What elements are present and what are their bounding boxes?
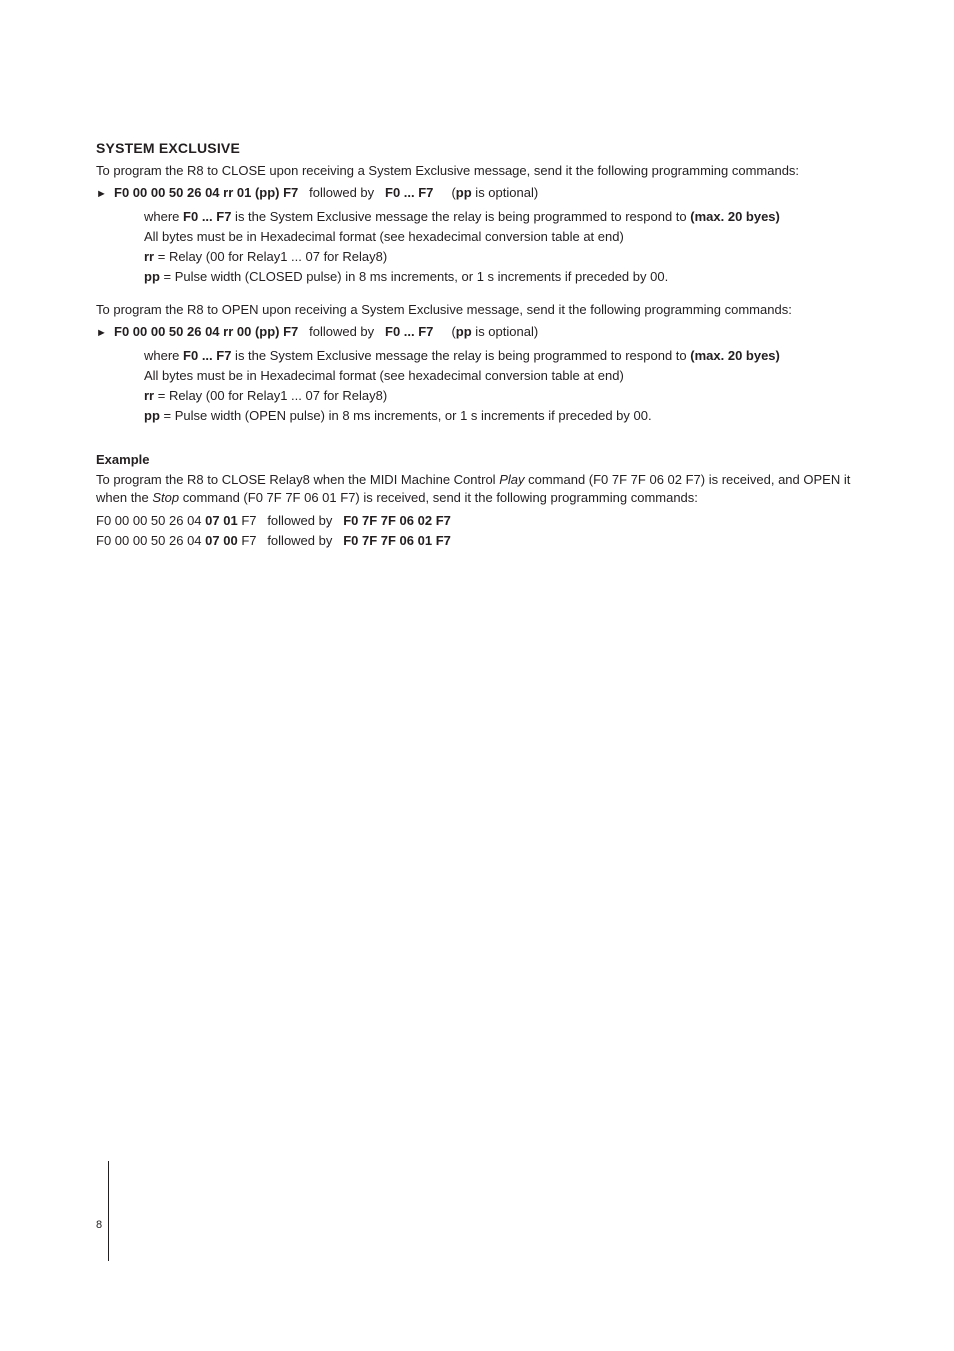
close-where-line: where F0 ... F7 is the System Exclusive …: [144, 207, 858, 227]
sysex-range: F0 ... F7: [385, 185, 433, 200]
close-cmd: F0 00 00 50 26 04 rr 01 (pp) F7: [114, 185, 298, 200]
bullet-marker-icon: ►: [96, 185, 114, 203]
open-intro: To program the R8 to OPEN upon receiving…: [96, 301, 858, 319]
opt-open: (: [433, 185, 455, 200]
max-bytes: (max. 20 byes): [690, 209, 780, 224]
rr-rest: = Relay (00 for Relay1 ... 07 for Relay8…: [154, 388, 387, 403]
ex2-bold2: F0 7F 7F 06 01 F7: [343, 533, 451, 548]
close-rr-line: rr = Relay (00 for Relay1 ... 07 for Rel…: [144, 247, 858, 267]
example-heading: Example: [96, 452, 858, 467]
pp-bold-close: pp: [144, 269, 160, 284]
opt-rest: is optional): [472, 185, 538, 200]
pp-bold: pp: [456, 185, 472, 200]
open-command-line: ►F0 00 00 50 26 04 rr 00 (pp) F7 followe…: [96, 323, 858, 342]
pp-text-open: = Pulse width (OPEN pulse) in 8 ms incre…: [160, 408, 652, 423]
example-line-2: F0 00 00 50 26 04 07 00 F7 followed by F…: [96, 531, 858, 551]
ex1-plain1: F0 00 00 50 26 04: [96, 513, 205, 528]
ex2-plain1: F0 00 00 50 26 04: [96, 533, 205, 548]
page-container: SYSTEM EXCLUSIVE To program the R8 to CL…: [0, 0, 954, 1351]
opt-rest: is optional): [472, 324, 538, 339]
pp-text-close: = Pulse width (CLOSED pulse) in 8 ms inc…: [160, 269, 668, 284]
footer-rule: [108, 1161, 109, 1261]
ex1-bold1: 07 01: [205, 513, 238, 528]
sysex-range: F0 ... F7: [385, 324, 433, 339]
example-text-3: command (F0 7F 7F 06 01 F7) is received,…: [179, 490, 698, 505]
open-rr-line: rr = Relay (00 for Relay1 ... 07 for Rel…: [144, 386, 858, 406]
play-italic: Play: [499, 472, 524, 487]
followed-by-text: followed by: [298, 324, 385, 339]
rr-rest: = Relay (00 for Relay1 ... 07 for Relay8…: [154, 249, 387, 264]
close-allbytes: All bytes must be in Hexadecimal format …: [144, 227, 858, 247]
section-heading: SYSTEM EXCLUSIVE: [96, 140, 858, 156]
page-number: 8: [96, 1219, 102, 1231]
pp-bold: pp: [456, 324, 472, 339]
where-text: where: [144, 348, 183, 363]
close-command-line: ►F0 00 00 50 26 04 rr 01 (pp) F7 followe…: [96, 184, 858, 203]
open-where-line: where F0 ... F7 is the System Exclusive …: [144, 346, 858, 366]
where-range: F0 ... F7: [183, 348, 231, 363]
example-para: To program the R8 to CLOSE Relay8 when t…: [96, 471, 858, 507]
close-intro: To program the R8 to CLOSE upon receivin…: [96, 162, 858, 180]
followed-by-text: followed by: [298, 185, 385, 200]
where-text-2: is the System Exclusive message the rela…: [231, 348, 690, 363]
ex1-bold2: F0 7F 7F 06 02 F7: [343, 513, 451, 528]
where-text-2: is the System Exclusive message the rela…: [231, 209, 690, 224]
open-pp-line: pp = Pulse width (OPEN pulse) in 8 ms in…: [144, 406, 858, 426]
stop-italic: Stop: [152, 490, 179, 505]
max-bytes: (max. 20 byes): [690, 348, 780, 363]
opt-open: (: [433, 324, 455, 339]
where-range: F0 ... F7: [183, 209, 231, 224]
bullet-marker-icon: ►: [96, 324, 114, 342]
open-allbytes: All bytes must be in Hexadecimal format …: [144, 366, 858, 386]
open-cmd: F0 00 00 50 26 04 rr 00 (pp) F7: [114, 324, 298, 339]
ex2-plain2: F7 followed by: [238, 533, 344, 548]
example-line-1: F0 00 00 50 26 04 07 01 F7 followed by F…: [96, 511, 858, 531]
ex1-plain2: F7 followed by: [238, 513, 344, 528]
where-text: where: [144, 209, 183, 224]
close-pp-line: pp = Pulse width (CLOSED pulse) in 8 ms …: [144, 267, 858, 287]
ex2-bold1: 07 00: [205, 533, 238, 548]
rr-bold: rr: [144, 249, 154, 264]
pp-bold-open: pp: [144, 408, 160, 423]
rr-bold: rr: [144, 388, 154, 403]
example-text-1: To program the R8 to CLOSE Relay8 when t…: [96, 472, 499, 487]
